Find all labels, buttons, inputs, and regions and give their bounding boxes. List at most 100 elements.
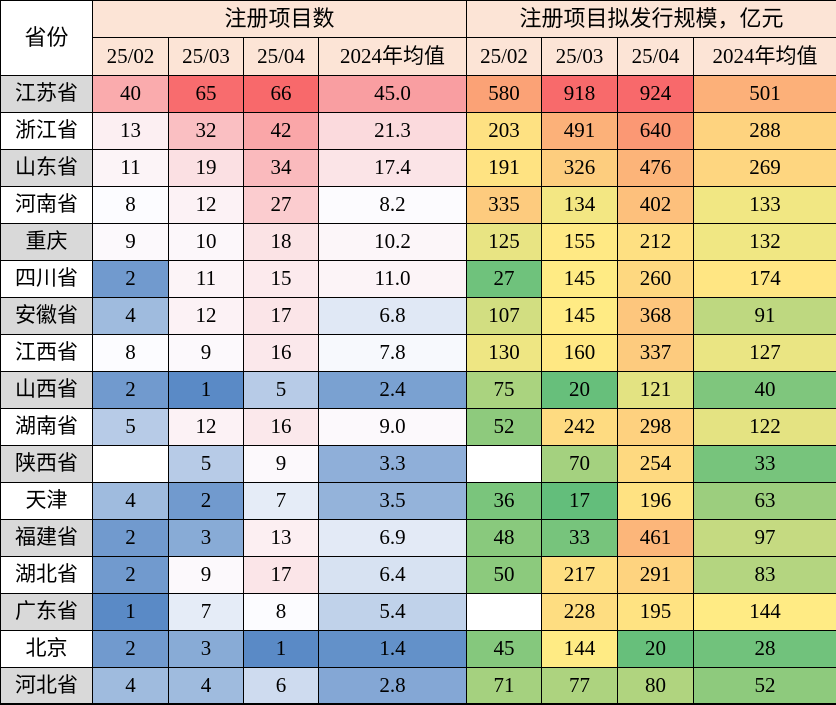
issuance-value-cell: 580 xyxy=(466,75,543,113)
table-row: 北京 2 3 1 1.4 45 144 20 28 xyxy=(0,630,836,668)
issuance-value-cell xyxy=(466,593,543,631)
issuance-value-cell: 191 xyxy=(466,149,543,187)
projects-value-cell: 17 xyxy=(243,297,319,335)
issuance-value-cell: 326 xyxy=(541,149,619,187)
projects-value-cell: 45.0 xyxy=(317,75,468,113)
projects-value-cell: 6.9 xyxy=(317,519,468,557)
issuance-value-cell: 33 xyxy=(541,519,619,557)
issuance-value-cell: 145 xyxy=(541,260,619,298)
province-label: 河南省 xyxy=(0,186,93,224)
issuance-value-cell: 97 xyxy=(693,519,836,557)
projects-value-cell: 2 xyxy=(92,519,169,557)
issuance-value-cell: 48 xyxy=(466,519,543,557)
projects-value-cell: 9 xyxy=(243,445,319,483)
projects-value-cell: 6.4 xyxy=(317,556,468,594)
projects-value-cell: 42 xyxy=(243,112,319,150)
projects-value-cell: 34 xyxy=(243,149,319,187)
province-label: 湖北省 xyxy=(0,556,93,594)
table-row: 山东省 11 19 34 17.4 191 326 476 269 xyxy=(0,149,836,187)
table-row: 江苏省 40 65 66 45.0 580 918 924 501 xyxy=(0,75,836,113)
issuance-value-cell: 33 xyxy=(693,445,836,483)
projects-value-cell: 5 xyxy=(92,408,169,446)
table-row: 四川省 2 11 15 11.0 27 145 260 174 xyxy=(0,260,836,298)
issuance-value-cell: 196 xyxy=(617,482,695,520)
province-label: 浙江省 xyxy=(0,112,93,150)
province-label: 河北省 xyxy=(0,667,93,705)
issuance-value-cell: 20 xyxy=(617,630,695,668)
issuance-value-cell: 461 xyxy=(617,519,695,557)
issuance-value-cell: 17 xyxy=(541,482,619,520)
issuance-value-cell: 242 xyxy=(541,408,619,446)
table-row: 江西省 8 9 16 7.8 130 160 337 127 xyxy=(0,334,836,372)
issuance-value-cell: 70 xyxy=(541,445,619,483)
province-label: 山西省 xyxy=(0,371,93,409)
province-label: 四川省 xyxy=(0,260,93,298)
table-row: 河北省 4 4 6 2.8 71 77 80 52 xyxy=(0,667,836,705)
table-row: 福建省 2 3 13 6.9 48 33 461 97 xyxy=(0,519,836,557)
issuance-value-cell: 640 xyxy=(617,112,695,150)
projects-value-cell: 5.4 xyxy=(317,593,468,631)
province-label: 江苏省 xyxy=(0,75,93,113)
projects-value-cell: 8.2 xyxy=(317,186,468,224)
subheader-projects-2024avg: 2024年均值 xyxy=(317,37,468,76)
projects-value-cell: 8 xyxy=(92,186,169,224)
issuance-value-cell: 50 xyxy=(466,556,543,594)
issuance-value-cell: 144 xyxy=(693,593,836,631)
issuance-value-cell: 132 xyxy=(693,223,836,261)
province-label: 重庆 xyxy=(0,223,93,261)
issuance-value-cell: 71 xyxy=(466,667,543,705)
projects-value-cell: 18 xyxy=(243,223,319,261)
projects-value-cell: 16 xyxy=(243,408,319,446)
issuance-value-cell: 134 xyxy=(541,186,619,224)
issuance-value-cell: 402 xyxy=(617,186,695,224)
projects-value-cell: 12 xyxy=(168,408,244,446)
issuance-value-cell: 133 xyxy=(693,186,836,224)
projects-value-cell: 6 xyxy=(243,667,319,705)
projects-value-cell: 4 xyxy=(92,667,169,705)
issuance-value-cell: 254 xyxy=(617,445,695,483)
projects-value-cell: 10.2 xyxy=(317,223,468,261)
issuance-value-cell: 160 xyxy=(541,334,619,372)
projects-value-cell: 10 xyxy=(168,223,244,261)
province-label: 天津 xyxy=(0,482,93,520)
issuance-value-cell: 20 xyxy=(541,371,619,409)
projects-value-cell: 1 xyxy=(243,630,319,668)
projects-value-cell: 11 xyxy=(92,149,169,187)
province-label: 广东省 xyxy=(0,593,93,631)
projects-value-cell: 4 xyxy=(92,297,169,335)
issuance-value-cell: 298 xyxy=(617,408,695,446)
issuance-value-cell: 228 xyxy=(541,593,619,631)
projects-value-cell: 17.4 xyxy=(317,149,468,187)
table-row: 湖南省 5 12 16 9.0 52 242 298 122 xyxy=(0,408,836,446)
issuance-value-cell: 476 xyxy=(617,149,695,187)
issuance-value-cell: 91 xyxy=(693,297,836,335)
table-row: 陕西省 5 9 3.3 70 254 33 xyxy=(0,445,836,483)
subheader-projects-2503: 25/03 xyxy=(168,37,244,76)
table-row: 山西省 2 1 5 2.4 75 20 121 40 xyxy=(0,371,836,409)
issuance-value-cell: 28 xyxy=(693,630,836,668)
projects-value-cell: 7 xyxy=(168,593,244,631)
projects-value-cell: 9.0 xyxy=(317,408,468,446)
table-row: 广东省 1 7 8 5.4 228 195 144 xyxy=(0,593,836,631)
issuance-value-cell: 40 xyxy=(693,371,836,409)
province-label: 山东省 xyxy=(0,149,93,187)
projects-value-cell: 12 xyxy=(168,186,244,224)
projects-value-cell: 21.3 xyxy=(317,112,468,150)
group-header-project-count: 注册项目数 xyxy=(91,0,468,38)
province-label: 湖南省 xyxy=(0,408,93,446)
issuance-value-cell: 195 xyxy=(617,593,695,631)
issuance-value-cell: 269 xyxy=(693,149,836,187)
projects-value-cell: 6.8 xyxy=(317,297,468,335)
subheader-projects-2504: 25/04 xyxy=(243,37,319,76)
projects-value-cell: 3.3 xyxy=(317,445,468,483)
projects-value-cell: 1 xyxy=(168,371,244,409)
projects-value-cell: 2 xyxy=(92,630,169,668)
issuance-value-cell: 203 xyxy=(466,112,543,150)
projects-value-cell: 3.5 xyxy=(317,482,468,520)
projects-value-cell: 7.8 xyxy=(317,334,468,372)
projects-value-cell: 1.4 xyxy=(317,630,468,668)
province-label: 北京 xyxy=(0,630,93,668)
projects-value-cell: 16 xyxy=(243,334,319,372)
province-label: 陕西省 xyxy=(0,445,93,483)
table-row: 重庆 9 10 18 10.2 125 155 212 132 xyxy=(0,223,836,261)
